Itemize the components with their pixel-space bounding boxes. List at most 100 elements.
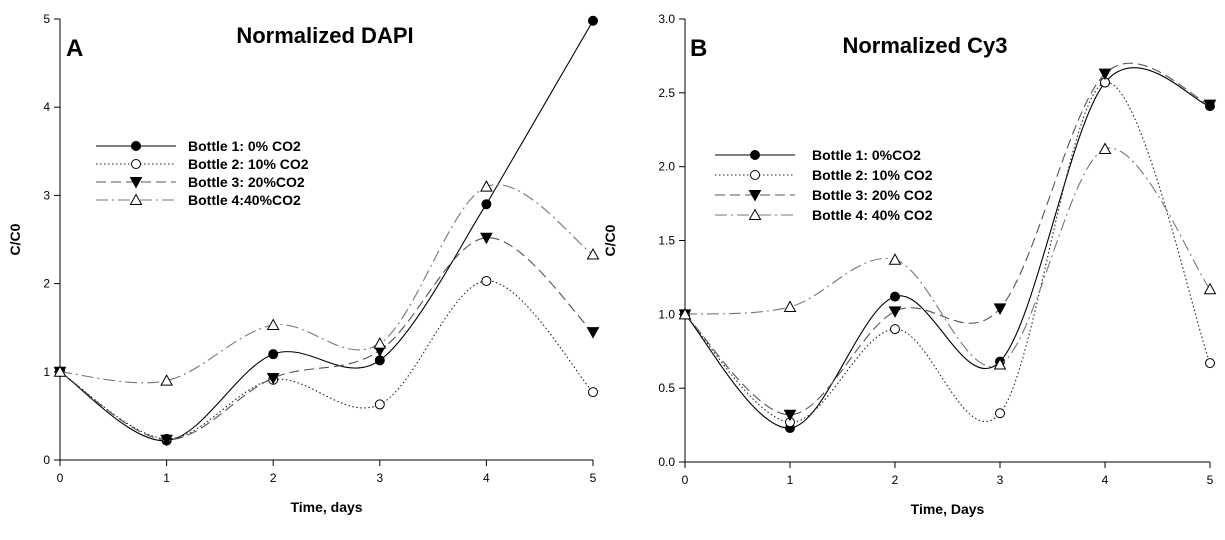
data-point-marker <box>890 291 900 302</box>
legend-label: Bottle 3: 20% CO2 <box>812 187 933 203</box>
chart-title: Normalized Cy3 <box>842 33 1007 58</box>
y-tick-label: 3.0 <box>658 12 675 26</box>
data-point-marker <box>678 307 692 320</box>
data-point-marker <box>481 275 492 286</box>
legend-entry: Bottle 2: 10% CO2 <box>96 156 309 172</box>
legend-marker <box>748 208 762 220</box>
x-tick-label: 3 <box>997 473 1004 487</box>
legend-marker <box>750 150 760 160</box>
data-point-marker <box>1203 282 1217 295</box>
x-tick-label: 1 <box>787 473 794 487</box>
series-1 <box>680 67 1215 434</box>
series-3 <box>678 62 1217 422</box>
series-3 <box>53 232 600 447</box>
x-tick-label: 1 <box>163 471 170 485</box>
y-tick-label: 1.0 <box>658 307 675 321</box>
data-point-marker <box>160 374 173 386</box>
data-point-marker <box>995 408 1005 419</box>
data-point-marker <box>53 365 67 377</box>
legend-entry: Bottle 3: 20% CO2 <box>715 187 933 203</box>
series-line <box>59 184 594 384</box>
legend-marker <box>131 159 141 169</box>
x-tick-label: 2 <box>892 473 899 487</box>
data-point-marker <box>268 349 279 360</box>
data-point-marker <box>1098 142 1112 154</box>
x-tick-label: 5 <box>1207 473 1214 487</box>
data-point-marker <box>586 247 600 260</box>
y-tick-label: 0.5 <box>658 381 675 395</box>
data-point-marker <box>373 337 387 349</box>
y-tick-label: 2.0 <box>658 160 675 174</box>
data-point-marker <box>588 15 598 26</box>
y-tick-label: 1.5 <box>658 234 675 248</box>
x-tick-label: 2 <box>270 471 277 485</box>
series-line <box>59 280 594 440</box>
data-point-marker <box>890 324 900 335</box>
data-point-marker <box>481 199 492 210</box>
series-2 <box>55 275 598 444</box>
y-tick-label: 3 <box>43 188 50 202</box>
legend-entry: Bottle 4:40%CO2 <box>96 192 301 208</box>
data-point-marker <box>480 180 493 192</box>
series-2 <box>680 77 1215 428</box>
y-tick-label: 4 <box>43 100 50 114</box>
series-1 <box>55 15 598 446</box>
x-axis-label: Time, days <box>290 499 362 515</box>
data-point-marker <box>160 434 173 447</box>
data-point-marker <box>993 303 1007 315</box>
x-tick-label: 3 <box>376 471 383 485</box>
legend-marker <box>129 193 143 205</box>
data-point-marker <box>993 358 1007 370</box>
legend-label: Bottle 4:40%CO2 <box>188 192 301 208</box>
data-point-marker <box>588 387 598 398</box>
legend-label: Bottle 4: 40% CO2 <box>812 207 933 223</box>
panel-letter: B <box>690 35 707 62</box>
data-point-marker <box>888 253 902 265</box>
series-line <box>684 62 1211 416</box>
data-point-marker <box>586 327 600 339</box>
legend-marker <box>750 170 760 180</box>
series-line <box>59 20 594 442</box>
legend-entry: Bottle 4: 40% CO2 <box>715 207 933 223</box>
data-point-marker <box>480 232 493 245</box>
legend: Bottle 1: 0%CO2 Bottle 2: 10% CO2 Bottle 3… <box>715 147 933 223</box>
chart-panel-a: 0 1 2 3 4 5 0 1 2 3 4 5 Time, days C/C0 A Normalized DA… <box>7 12 600 515</box>
y-tick-label: 1 <box>43 365 50 379</box>
series-4 <box>53 180 600 386</box>
x-tick-label: 0 <box>57 471 64 485</box>
x-tick-label: 0 <box>682 473 689 487</box>
chart-panel-b: 0 1 2 3 4 5 0.0 0.5 1.0 1.5 2.0 2.5 3.0 Time, Days C/C… <box>602 12 1217 517</box>
chart-title: Normalized DAPI <box>236 23 413 48</box>
x-tick-label: 4 <box>1102 473 1109 487</box>
data-point-marker <box>1098 68 1112 81</box>
legend-label: Bottle 3: 20%CO2 <box>188 174 305 190</box>
data-point-marker <box>374 399 385 410</box>
data-point-marker <box>1203 99 1217 112</box>
x-tick-label: 4 <box>483 471 490 485</box>
legend: Bottle 1: 0% CO2 Bottle 2: 10% CO2 Bottle … <box>96 138 309 208</box>
legend-label: Bottle 2: 10% CO2 <box>812 167 933 183</box>
series-line <box>684 67 1211 429</box>
series-4 <box>678 142 1217 370</box>
data-point-marker <box>783 300 797 312</box>
y-axis-label: C/C0 <box>602 224 618 256</box>
data-point-marker <box>1205 358 1215 369</box>
data-point-marker <box>888 306 902 318</box>
legend-entry: Bottle 1: 0% CO2 <box>96 138 301 154</box>
series-line <box>684 147 1211 368</box>
legend-label: Bottle 1: 0%CO2 <box>812 147 921 163</box>
y-tick-label: 0.0 <box>658 455 675 469</box>
panel-letter: A <box>66 35 83 62</box>
y-tick-label: 2 <box>43 277 50 291</box>
axes: 0 1 2 3 4 5 0.0 0.5 1.0 1.5 2.0 2.5 3.0 <box>658 12 1213 487</box>
x-axis-label: Time, Days <box>911 501 985 517</box>
axes: 0 1 2 3 4 5 0 1 2 3 4 5 <box>43 12 596 485</box>
legend-entry: Bottle 3: 20%CO2 <box>96 174 305 190</box>
y-tick-label: 0 <box>43 453 50 467</box>
series-line <box>59 237 594 441</box>
legend-label: Bottle 1: 0% CO2 <box>188 138 301 154</box>
y-tick-label: 5 <box>43 12 50 26</box>
series-line <box>684 81 1211 423</box>
